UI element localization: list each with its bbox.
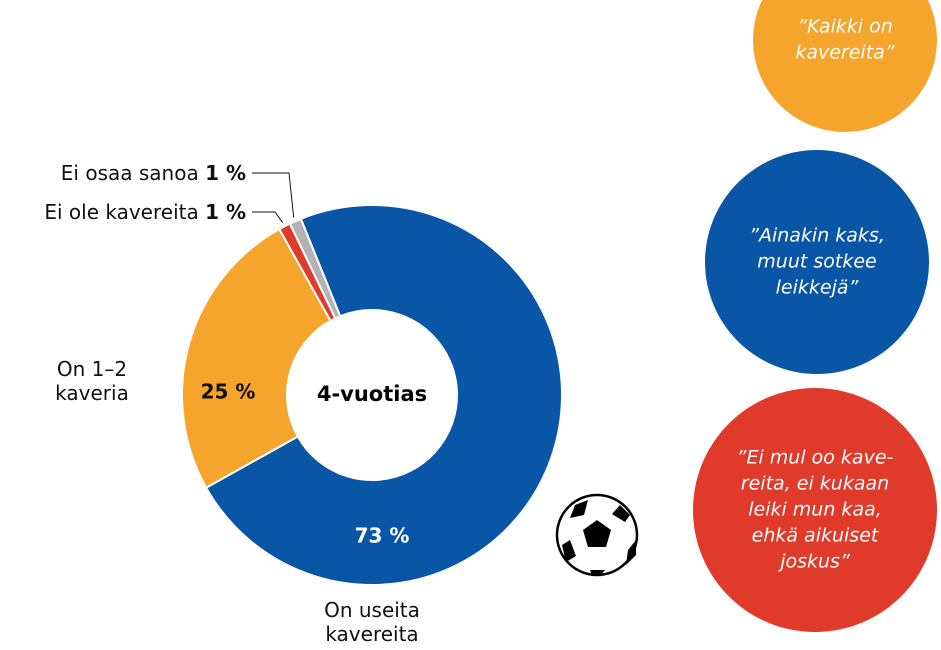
- quote-line: joskus”: [777, 551, 850, 573]
- chart: ”Kaikki on kavereita” ”Ainakin kaks, muut s…: [0, 0, 941, 650]
- quote-line: leiki mun kaa,: [748, 499, 882, 521]
- value-label: 25 %: [201, 380, 256, 404]
- category-text: Ei ole kavereita: [44, 200, 198, 224]
- page: ”Kaikki on kavereita” ”Ainakin kaks, muut s…: [0, 0, 941, 650]
- category-label: On 1–2 kaveria: [47, 357, 137, 405]
- leader-line: [252, 212, 283, 223]
- soccer-ball: [557, 495, 637, 576]
- category-label: Ei ole kavereita 1 %: [44, 200, 246, 224]
- quote-line: muut sotkee: [757, 251, 876, 273]
- category-text: Ei osaa sanoa: [61, 161, 199, 185]
- quote-line: kavereita”: [795, 42, 894, 64]
- quote-line: ”Ei mul oo kave-: [737, 447, 894, 469]
- value-label: 1 %: [205, 161, 246, 185]
- category-text: On useita kavereita: [324, 598, 420, 646]
- category-label: Ei osaa sanoa 1 %: [61, 161, 246, 185]
- quote-line: ehkä aikuiset: [752, 525, 880, 547]
- quote-line: ”Kaikki on: [797, 16, 893, 38]
- category-label: On useita kavereita: [312, 598, 432, 646]
- leader-line: [252, 173, 294, 217]
- category-text: On 1–2 kaveria: [55, 357, 129, 405]
- quote-line: reita, ei kukaan: [741, 473, 889, 495]
- value-label: 73 %: [355, 524, 410, 548]
- quote-line: ”Ainakin kaks,: [749, 225, 885, 247]
- quote-line: leikkejä”: [776, 277, 859, 299]
- value-label: 1 %: [205, 200, 246, 224]
- center-label: 4-vuotias: [317, 382, 427, 406]
